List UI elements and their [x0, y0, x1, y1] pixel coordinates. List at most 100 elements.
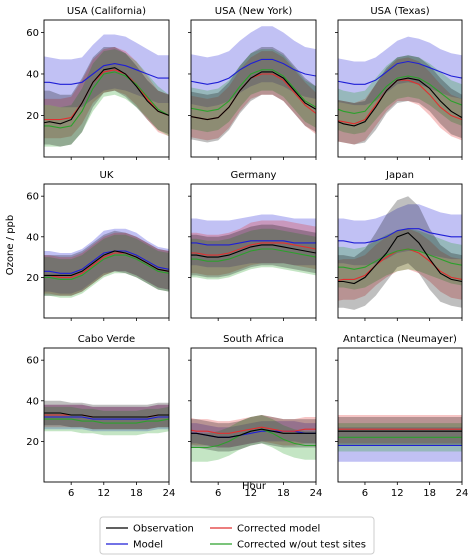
panel-frame [190, 183, 317, 319]
plot-area [44, 400, 169, 436]
line-model [191, 240, 316, 246]
plot-area [191, 214, 316, 280]
x-tick-label: 6 [362, 488, 368, 499]
line-observation [338, 77, 462, 127]
line-observation [338, 232, 462, 285]
panel-usa-california: USA (California) 20 40 60 [26, 6, 170, 160]
band-observation [44, 230, 169, 296]
x-tick-label: 6 [215, 488, 221, 499]
line-observation [191, 244, 316, 258]
line-model [44, 416, 169, 420]
panel-usa-texas: USA (Texas) [335, 6, 463, 160]
band-corrected-w-out-test-sites [44, 234, 169, 298]
legend: Observation Model Corrected model Corrected… [99, 516, 375, 555]
x-tick-label: 24 [163, 488, 176, 499]
line-observation [191, 428, 316, 438]
band-model [191, 421, 316, 448]
x-tick-label: 12 [391, 488, 404, 499]
band-corrected-w-out-test-sites [338, 228, 462, 290]
line-observation [44, 67, 169, 125]
panel-antarctica-neumayer: Antarctica (Neumayer) 6 12 18 24 [335, 334, 469, 499]
panel-frame [337, 183, 463, 319]
panel-uk: UK 20 40 60 [26, 170, 170, 321]
x-tick-label: 6 [68, 488, 74, 499]
line-model [44, 63, 169, 85]
band-corrected-model [44, 232, 169, 296]
legend-label-observation: Observation [133, 524, 194, 535]
panel-frame [190, 347, 317, 483]
band-model [338, 36, 462, 106]
x-tick-label: 24 [456, 488, 469, 499]
plot-area [338, 196, 462, 310]
band-corrected-model [338, 228, 462, 301]
line-model [338, 60, 462, 85]
band-corrected-w-out-test-sites [191, 415, 316, 462]
y-tick-label: 40 [26, 232, 39, 243]
panel-germany: Germany [188, 170, 317, 321]
band-corrected-w-out-test-sites [44, 406, 169, 436]
line-model [44, 250, 169, 274]
y-tick-label: 20 [26, 273, 39, 284]
band-corrected-model [338, 57, 462, 145]
line-corrected-model [191, 426, 316, 434]
panel-frame [337, 19, 463, 158]
line-corrected-w-out-test-sites [44, 254, 169, 280]
plot-area [44, 34, 169, 147]
line-observation [44, 250, 169, 276]
panel-title: Cabo Verde [78, 334, 135, 345]
plot-area [338, 415, 462, 462]
x-tick-label: 18 [277, 488, 290, 499]
panel-cabo-verde: Cabo Verde 20 40 60 6 12 18 24 [26, 334, 175, 499]
legend-label-corrected-w-out-test-sites: Corrected w/out test sites [237, 540, 366, 551]
band-corrected-w-out-test-sites [44, 49, 169, 147]
panel-south-africa: South Africa 6 12 18 24 [188, 334, 323, 499]
band-observation [338, 196, 462, 310]
band-model [191, 26, 316, 108]
line-observation [44, 412, 169, 418]
panel-grid: USA (California) 20 40 60 USA (New York) USA … [26, 6, 468, 499]
x-tick-label: 24 [310, 488, 323, 499]
line-corrected-w-out-test-sites [338, 75, 462, 114]
line-model [191, 58, 316, 85]
legend-label-corrected-model: Corrected model [237, 524, 320, 535]
panel-title: UK [100, 170, 114, 181]
band-observation [44, 400, 169, 430]
panel-title: Germany [231, 170, 277, 181]
band-observation [191, 47, 316, 143]
band-model [338, 204, 462, 266]
panel-title: South Africa [223, 334, 284, 345]
panel-title: Japan [385, 170, 414, 181]
line-model [338, 228, 462, 244]
y-tick-label: 20 [26, 111, 39, 122]
x-tick-label: 12 [244, 488, 257, 499]
band-model [338, 427, 462, 462]
x-tick-label: 18 [423, 488, 436, 499]
y-tick-label: 60 [26, 356, 39, 367]
band-corrected-model [191, 220, 316, 276]
panel-title: USA (Texas) [370, 6, 429, 17]
plot-area [191, 26, 316, 143]
band-corrected-model [191, 51, 316, 141]
panel-frame [43, 19, 170, 158]
x-tick-label: 18 [130, 488, 143, 499]
line-corrected-w-out-test-sites [44, 71, 169, 129]
panel-title: USA (California) [67, 6, 146, 17]
plot-area [338, 36, 462, 145]
band-corrected-w-out-test-sites [191, 49, 316, 133]
panel-japan: Japan [335, 170, 463, 321]
panel-frame [190, 19, 317, 158]
line-observation [191, 71, 316, 121]
panel-frame [337, 347, 463, 483]
y-axis-label: Ozone / ppb [5, 215, 16, 276]
line-corrected-w-out-test-sites [191, 69, 316, 112]
x-axis-label: Hour [242, 481, 267, 492]
panel-usa-new-york: USA (New York) [188, 6, 317, 160]
x-tick-label: 12 [97, 488, 110, 499]
panel-title: USA (New York) [215, 6, 293, 17]
legend-frame [99, 516, 375, 555]
plot-area [44, 228, 169, 298]
legend-label-model: Model [133, 540, 163, 551]
y-tick-label: 40 [26, 69, 39, 80]
band-observation [44, 47, 169, 147]
